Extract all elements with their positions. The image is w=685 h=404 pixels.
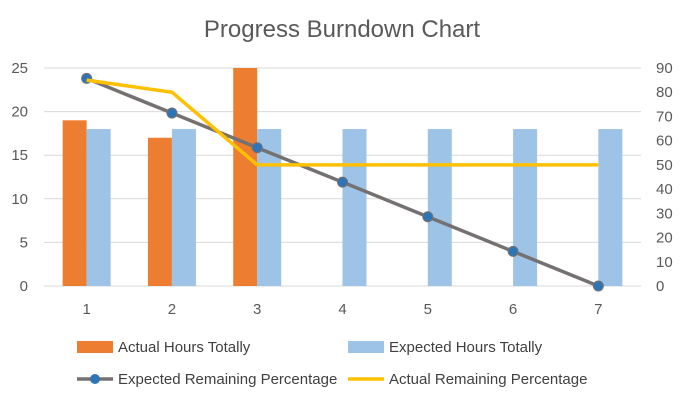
point-expected-remaining-percentage — [337, 176, 348, 188]
y-right-tick-label: 80 — [656, 84, 673, 101]
point-expected-remaining-percentage — [251, 142, 263, 154]
x-tick-label: 7 — [594, 301, 602, 318]
legend-label-expected-hours-totally: Expected Hours Totally — [389, 339, 543, 356]
y-left-tick-label: 25 — [11, 60, 28, 77]
bar-expected-hours-totally — [171, 129, 196, 286]
y-right-tick-label: 60 — [656, 133, 673, 150]
bar-expected-hours-totally — [513, 129, 538, 286]
x-tick-label: 5 — [424, 301, 432, 318]
y-left-tick-label: 15 — [11, 147, 28, 164]
bar-expected-hours-totally — [427, 129, 452, 286]
y-right-tick-label: 50 — [656, 157, 673, 174]
point-expected-remaining-percentage — [166, 107, 178, 119]
x-tick-label: 6 — [509, 301, 517, 318]
y-right-tick-label: 70 — [656, 108, 673, 125]
y-left-tick-label: 10 — [11, 191, 28, 208]
bar-actual-hours-totally — [233, 68, 258, 286]
x-tick-label: 3 — [253, 301, 261, 318]
y-right-tick-label: 20 — [656, 230, 673, 247]
axes: 0 5 10 15 20 25 0 10 20 30 40 50 60 70 80 90 1 2 3 4 5 6 7 — [11, 60, 672, 318]
bar-expected-hours-totally — [598, 129, 623, 286]
bar-expected-hours-totally — [342, 129, 367, 286]
legend-swatch-expected-hours-totally — [348, 341, 384, 353]
lines — [81, 72, 604, 292]
y-right-tick-label: 40 — [656, 181, 673, 198]
y-right-tick-label: 0 — [656, 278, 664, 295]
bar-actual-hours-totally — [147, 137, 172, 286]
point-expected-remaining-percentage — [422, 211, 434, 223]
bar-actual-hours-totally — [62, 120, 87, 286]
x-tick-label: 1 — [82, 301, 90, 318]
legend: Actual Hours Totally Expected Hours Total… — [77, 339, 587, 388]
bars — [62, 68, 623, 286]
point-expected-remaining-percentage — [592, 280, 604, 292]
legend-label-actual-remaining-percentage: Actual Remaining Percentage — [389, 371, 587, 388]
legend-label-expected-remaining-percentage: Expected Remaining Percentage — [118, 371, 337, 388]
y-left-tick-label: 0 — [20, 278, 28, 295]
legend-marker-expected-remaining-percentage — [90, 374, 100, 384]
point-expected-remaining-percentage — [507, 245, 519, 257]
y-right-tick-label: 90 — [656, 60, 673, 77]
y-right-tick-label: 10 — [656, 254, 673, 271]
x-tick-label: 4 — [338, 301, 346, 318]
bar-expected-hours-totally — [86, 129, 111, 286]
y-right-tick-label: 30 — [656, 205, 673, 222]
line-actual-remaining-percentage — [86, 78, 599, 167]
legend-label-actual-hours-totally: Actual Hours Totally — [118, 339, 251, 356]
y-left-tick-label: 5 — [20, 234, 28, 251]
legend-swatch-actual-hours-totally — [77, 341, 113, 353]
y-left-tick-label: 20 — [11, 104, 28, 121]
chart-title: Progress Burndown Chart — [204, 16, 480, 43]
x-tick-label: 2 — [168, 301, 176, 318]
